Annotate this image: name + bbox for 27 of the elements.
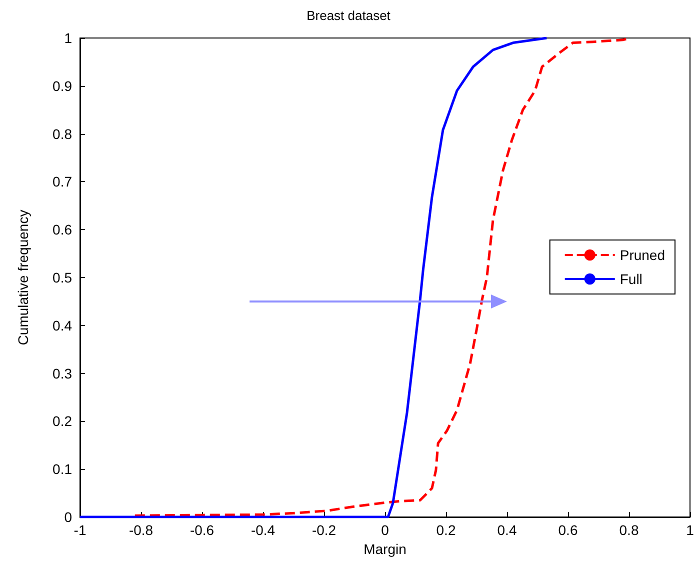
x-tick-label: 0.6 xyxy=(558,522,578,538)
x-tick-label: -0.2 xyxy=(312,522,336,538)
legend-label: Pruned xyxy=(620,247,666,263)
x-tick-label: -0.8 xyxy=(128,522,154,538)
x-tick-label: 0.4 xyxy=(497,522,517,538)
x-tick-label: -0.6 xyxy=(190,522,214,538)
y-tick-label: 0.7 xyxy=(52,174,72,190)
y-tick-label: 0 xyxy=(64,509,72,525)
y-tick-label: 0.8 xyxy=(52,126,72,142)
y-tick-label: 0.2 xyxy=(52,413,72,430)
x-tick-label: -0.4 xyxy=(250,522,276,538)
x-tick-label: -1 xyxy=(74,522,86,538)
x-tick-label: 0.8 xyxy=(619,522,639,538)
x-tick-label: 1 xyxy=(686,522,694,538)
y-tick-label: 0.1 xyxy=(52,461,72,478)
y-tick-label: 0.3 xyxy=(52,365,72,382)
y-tick-label: 0.4 xyxy=(52,317,72,334)
y-axis-title: Cumulative frequency xyxy=(15,210,31,346)
y-tick-label: 0.6 xyxy=(52,222,72,238)
x-tick-label: 0 xyxy=(381,522,390,538)
chart-title: Breast dataset xyxy=(306,8,391,23)
y-tick-label: 0.5 xyxy=(52,270,72,286)
x-axis-title: Margin xyxy=(364,540,406,557)
y-tick-label: 0.9 xyxy=(52,78,72,94)
legend-label: Full xyxy=(620,271,642,287)
x-tick-label: 0.2 xyxy=(436,522,456,538)
y-tick-label: 1 xyxy=(64,30,72,46)
